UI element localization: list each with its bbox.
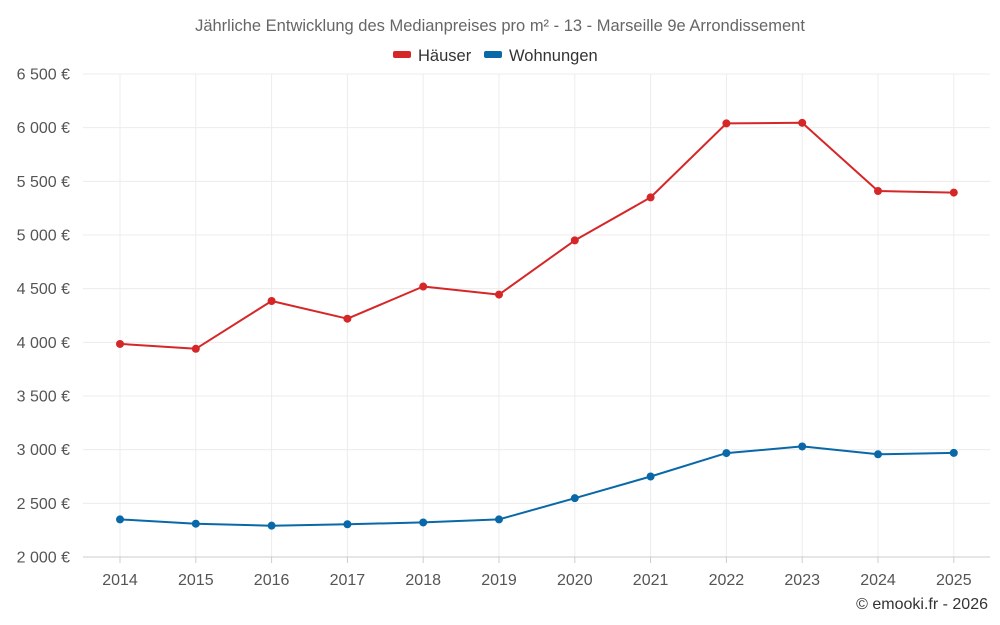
legend: Häuser Wohnungen bbox=[393, 47, 598, 65]
x-axis-ticks: 2014 2015 2016 2017 2018 2019 2020 2021 2022 2023… bbox=[102, 572, 971, 589]
x-tick-label: 2022 bbox=[709, 572, 745, 589]
data-point-haeuser[interactable] bbox=[191, 344, 200, 353]
legend-swatch-haeuser bbox=[393, 51, 411, 58]
legend-swatch-wohnungen bbox=[484, 51, 502, 58]
x-tick-label: 2015 bbox=[178, 572, 214, 589]
y-axis-ticks: 2 000 € 2 500 € 3 000 € 3 500 € 4 000 € 4 500… bbox=[17, 67, 70, 567]
data-point-wohnungen[interactable] bbox=[191, 519, 200, 528]
data-point-haeuser[interactable] bbox=[419, 282, 428, 291]
series-line-wohnungen bbox=[119, 445, 954, 527]
legend-item-haeuser[interactable]: Häuser bbox=[393, 47, 472, 65]
data-point-wohnungen[interactable] bbox=[116, 515, 124, 524]
data-point-haeuser[interactable] bbox=[495, 290, 503, 299]
x-tick-label: 2023 bbox=[784, 572, 820, 589]
y-tick-label: 6 000 € bbox=[17, 120, 70, 137]
data-point-haeuser[interactable] bbox=[570, 236, 579, 245]
y-tick-label: 4 000 € bbox=[17, 335, 70, 352]
y-tick-label: 5 500 € bbox=[17, 174, 70, 191]
data-point-wohnungen[interactable] bbox=[570, 494, 579, 503]
data-point-haeuser[interactable] bbox=[874, 186, 882, 195]
data-point-wohnungen[interactable] bbox=[722, 449, 731, 458]
data-point-haeuser[interactable] bbox=[267, 297, 276, 306]
data-point-wohnungen[interactable] bbox=[798, 442, 807, 451]
y-gridlines bbox=[83, 73, 990, 504]
data-point-wohnungen[interactable] bbox=[495, 515, 503, 524]
data-point-haeuser[interactable] bbox=[646, 193, 655, 202]
y-tick-label: 3 000 € bbox=[17, 442, 70, 459]
x-tick-label: 2021 bbox=[633, 572, 669, 589]
y-tick-label: 5 000 € bbox=[17, 228, 70, 245]
data-point-wohnungen[interactable] bbox=[343, 520, 352, 529]
legend-item-wohnungen[interactable]: Wohnungen bbox=[484, 47, 598, 65]
x-tick-label: 2018 bbox=[405, 572, 441, 589]
data-point-wohnungen[interactable] bbox=[874, 450, 882, 459]
y-tick-label: 2 500 € bbox=[17, 496, 70, 513]
data-point-wohnungen[interactable] bbox=[419, 518, 428, 527]
data-point-haeuser[interactable] bbox=[343, 314, 352, 323]
x-tick-label: 2020 bbox=[557, 572, 593, 589]
x-tick-label: 2014 bbox=[102, 572, 138, 589]
y-tick-label: 6 500 € bbox=[17, 67, 70, 84]
x-tick-label: 2025 bbox=[936, 572, 972, 589]
x-tick-label: 2016 bbox=[254, 572, 290, 589]
x-tick-label: 2024 bbox=[860, 572, 896, 589]
y-tick-label: 2 000 € bbox=[17, 550, 70, 567]
data-point-haeuser[interactable] bbox=[722, 119, 731, 128]
series-points bbox=[116, 118, 958, 530]
data-point-haeuser[interactable] bbox=[798, 118, 807, 127]
y-tick-label: 4 500 € bbox=[17, 281, 70, 298]
x-tick-label: 2017 bbox=[330, 572, 366, 589]
credit-text: © emooki.fr - 2026 bbox=[856, 596, 988, 613]
x-gridlines bbox=[119, 74, 955, 563]
series-lines bbox=[119, 121, 954, 527]
chart-title: Jährliche Entwicklung des Medianpreises … bbox=[195, 17, 805, 35]
legend-label-haeuser: Häuser bbox=[418, 47, 472, 65]
legend-label-wohnungen: Wohnungen bbox=[509, 47, 598, 65]
data-point-wohnungen[interactable] bbox=[646, 472, 655, 481]
data-point-wohnungen[interactable] bbox=[267, 521, 276, 530]
data-point-haeuser[interactable] bbox=[116, 339, 124, 348]
x-tick-label: 2019 bbox=[481, 572, 517, 589]
data-point-wohnungen[interactable] bbox=[949, 448, 958, 457]
data-point-haeuser[interactable] bbox=[949, 188, 958, 197]
y-tick-label: 3 500 € bbox=[17, 389, 70, 406]
series-line-haeuser bbox=[119, 121, 954, 350]
